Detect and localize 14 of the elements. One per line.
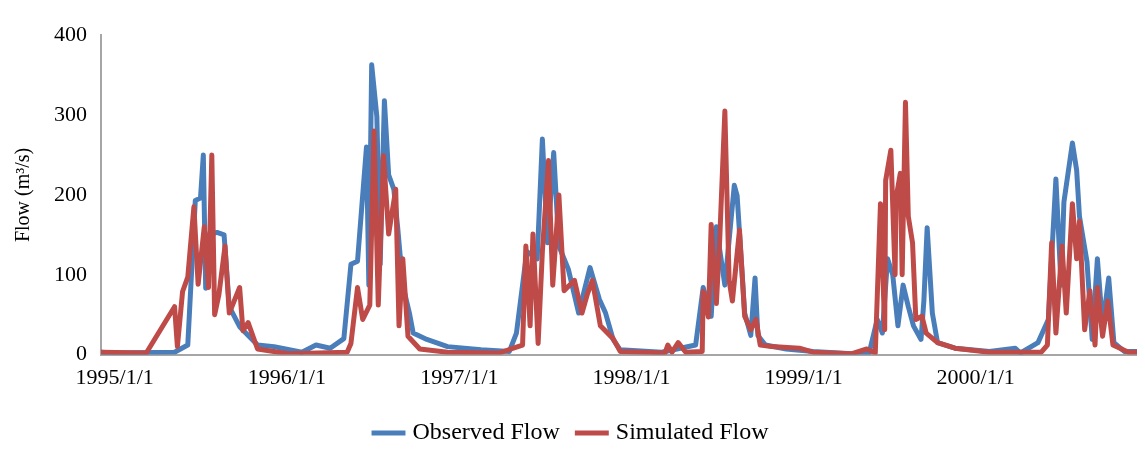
x-tick-label: 1996/1/1 <box>247 363 326 389</box>
x-tick-label: 1998/1/1 <box>592 363 671 389</box>
y-tick-label: 300 <box>54 100 87 126</box>
y-tick-label: 200 <box>54 180 87 206</box>
x-tick-label: 1995/1/1 <box>75 363 154 389</box>
legend-label: Observed Flow <box>412 418 561 445</box>
y-tick-label: 0 <box>76 340 87 366</box>
y-tick-label: 100 <box>54 260 87 286</box>
x-tick-label: 1997/1/1 <box>420 363 499 389</box>
y-tick-label: 400 <box>54 20 87 46</box>
y-axis-title: Flow (m³/s) <box>11 147 35 243</box>
legend-label: Simulated Flow <box>615 418 770 445</box>
x-tick-label: 1999/1/1 <box>764 363 843 389</box>
x-tick-label: 2000/1/1 <box>936 363 1015 389</box>
